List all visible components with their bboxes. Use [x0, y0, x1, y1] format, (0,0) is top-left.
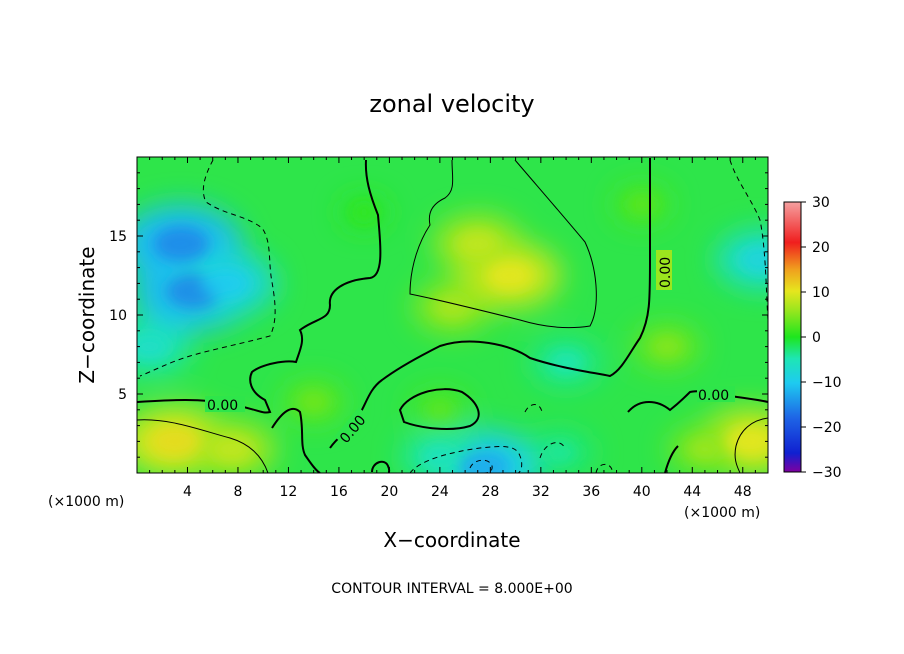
negative-contour-upper-left — [139, 159, 276, 377]
field-blob-core — [202, 268, 249, 299]
zero-contours — [137, 158, 768, 473]
contour-label-4: 0.00 — [698, 388, 729, 404]
x-tick-label: 40 — [633, 484, 651, 500]
x-tick-label: 28 — [481, 484, 499, 500]
contour-label-group-1: 0.00 — [205, 396, 245, 414]
chart-title: zonal velocity — [369, 90, 534, 118]
contour-label-bg-1 — [205, 396, 245, 412]
axis-ticks — [137, 157, 768, 473]
zero-contour-bubble — [398, 388, 480, 430]
field-blob-core — [629, 195, 655, 213]
colorbar-tick-label: 20 — [812, 240, 830, 256]
field-plot-area: 0.00 0.00 0.00 0.00 — [137, 157, 768, 473]
field-blob-core — [550, 351, 583, 374]
field-blob-core — [652, 336, 682, 357]
colorbar-gradient — [783, 201, 802, 473]
y-tick-label: 10 — [109, 308, 127, 324]
x-tick-label: 44 — [683, 484, 701, 500]
negative-contour-right — [729, 159, 768, 321]
y-tick-label: 15 — [109, 229, 127, 245]
colorbar-tick-label: 0 — [812, 330, 821, 346]
positive-contour-lower-right — [734, 417, 768, 473]
x-tick-label: 36 — [582, 484, 600, 500]
x-tick-label: 12 — [280, 484, 298, 500]
field-blob-core — [422, 445, 458, 469]
field-blob-core — [458, 450, 510, 473]
field-blob-core — [150, 425, 200, 458]
contour-interval-footer: CONTOUR INTERVAL = 8.000E+00 — [331, 581, 572, 597]
contour-label-group-3: 0.00 — [656, 250, 674, 290]
zero-contour-left-bottom — [271, 407, 321, 473]
y-axis-label: Z−coordinate — [75, 246, 99, 383]
x-unit-right: (×1000 m) — [684, 505, 760, 521]
field-blob-core — [153, 226, 209, 262]
field-blob-core — [427, 401, 453, 419]
colorbar-tick-label: 10 — [812, 285, 830, 301]
contour-label-bg-2 — [334, 407, 371, 447]
x-tick-label: 20 — [380, 484, 398, 500]
colorbar: −30 −20 −10 0 10 20 30 — [783, 195, 842, 481]
contour-label-group-4: 0.00 — [697, 386, 735, 404]
positive-contour-lower-left — [137, 419, 269, 473]
field-blob-core — [212, 436, 252, 463]
zero-contour-mid — [329, 158, 651, 449]
negative-contour-tiny — [595, 463, 613, 473]
negative-contour-bump — [524, 404, 543, 413]
colorbar-ticks: −30 −20 −10 0 10 20 30 — [801, 195, 842, 481]
zero-contour-small — [371, 460, 391, 473]
zero-contour-edge — [664, 445, 679, 473]
x-axis-label: X−coordinate — [383, 528, 520, 552]
x-tick-label: 24 — [431, 484, 449, 500]
field-blob-core — [137, 334, 168, 359]
field-blob-core — [688, 438, 721, 460]
x-tick-label: 8 — [233, 484, 242, 500]
zero-contour-main — [137, 159, 382, 414]
x-tick-label: 16 — [330, 484, 348, 500]
negative-contour-bottom — [409, 445, 523, 473]
field-blob-core — [435, 295, 470, 319]
positive-contour-upper — [409, 159, 597, 329]
field-blob-core — [300, 392, 328, 412]
field-detail-blobs — [137, 195, 768, 473]
positive-contours — [137, 159, 768, 473]
field-blob-core — [740, 246, 768, 274]
contour-label-3: 0.00 — [658, 257, 674, 288]
field-blob-core — [726, 426, 768, 457]
x-unit-left: (×1000 m) — [48, 494, 124, 510]
negative-contour-small-right — [539, 442, 566, 459]
colorbar-tick-label: −20 — [812, 420, 842, 436]
colorbar-tick-label: 30 — [812, 195, 830, 211]
contour-label-bg-4 — [697, 386, 735, 402]
contour-label-bg-3 — [656, 250, 672, 290]
field-blob-core — [458, 231, 498, 257]
field-blob-core — [544, 442, 575, 463]
field-blob-core — [486, 260, 533, 291]
y-tick-label: 5 — [118, 387, 127, 403]
x-tick-label: 4 — [183, 484, 192, 500]
zero-contour-right — [627, 390, 768, 413]
x-tick-label: 32 — [532, 484, 550, 500]
colorbar-tick-label: −30 — [812, 465, 842, 481]
contour-label-1: 0.00 — [207, 398, 238, 414]
field-blobs — [137, 185, 768, 473]
colorbar-tick-label: −10 — [812, 375, 842, 391]
field-blob-core — [353, 205, 375, 220]
x-tick-label: 48 — [734, 484, 752, 500]
